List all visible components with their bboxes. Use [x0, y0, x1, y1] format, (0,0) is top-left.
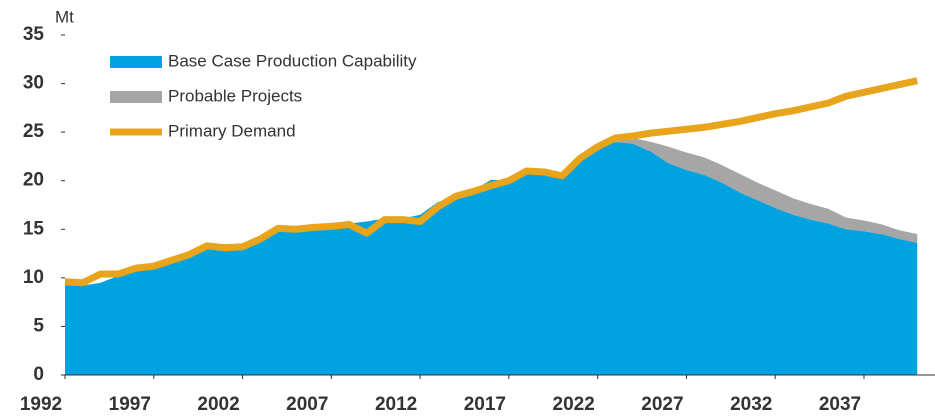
area	[65, 141, 918, 375]
legend-swatch	[110, 91, 162, 103]
x-tick-label: 2007	[286, 394, 328, 415]
y-tick-label: 15	[23, 218, 45, 239]
legend-label: Primary Demand	[168, 121, 296, 140]
y-tick-label: 0	[33, 364, 44, 385]
x-tick-label: 1997	[109, 394, 151, 415]
y-tick-label: 10	[23, 267, 44, 288]
y-tick-label: 30	[23, 73, 44, 94]
line	[64, 77, 918, 287]
y-axis-label: Mt	[55, 7, 74, 26]
y-tick-label: 20	[23, 170, 44, 191]
y-tick-label: 25	[23, 121, 45, 142]
x-tick-label: 2022	[553, 394, 595, 415]
x-tick-label: 2017	[464, 394, 506, 415]
area	[65, 137, 918, 286]
legend-label: Probable Projects	[168, 86, 302, 105]
x-tick-label: 2027	[641, 394, 683, 415]
legend-swatch	[110, 56, 162, 68]
x-tick-label: 2002	[197, 394, 239, 415]
x-tick-label: 2032	[730, 394, 772, 415]
x-tick-label: 1992	[20, 394, 62, 415]
y-tick-label: 5	[33, 315, 44, 336]
y-tick-label: 35	[23, 24, 45, 45]
x-tick-label: 2012	[375, 394, 417, 415]
legend-label: Base Case Production Capability	[168, 51, 417, 70]
x-tick-label: 2037	[819, 394, 861, 415]
